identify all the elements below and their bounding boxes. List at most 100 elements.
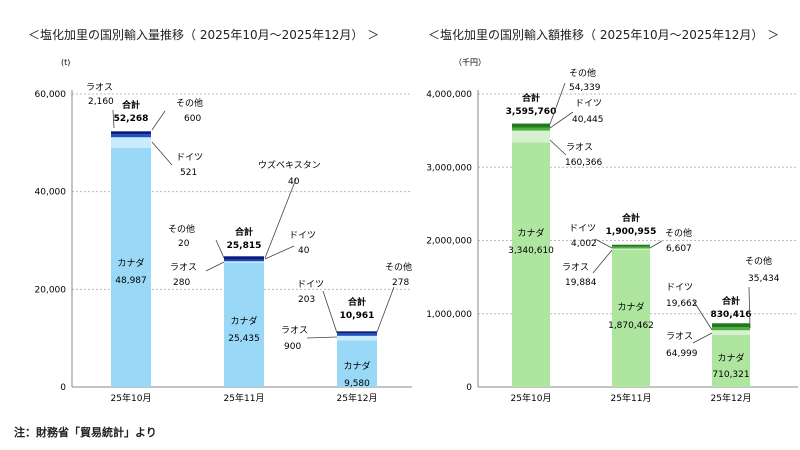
left-canada-name-label: カナダ xyxy=(117,257,144,269)
left-canada-value-label: 25,435 xyxy=(228,334,260,344)
left-series-value-label: 2,160 xyxy=(88,97,114,107)
left-series-value-label: 40 xyxy=(298,246,310,256)
left-bar-germany-1 xyxy=(224,259,264,262)
left-total-value-label: 10,961 xyxy=(340,311,375,321)
right-series-name-label: ラオス xyxy=(562,262,589,273)
left-leader-line xyxy=(264,178,297,259)
right-total-name-label: 合計 xyxy=(722,295,740,307)
right-series-name-label: その他 xyxy=(665,227,692,239)
source-note: 注：財務省「貿易統計」より xyxy=(14,426,157,439)
right-series-value-label: 54,339 xyxy=(569,83,601,93)
left-series-name-label: ラオス xyxy=(170,262,197,273)
right-bar-germany-1 xyxy=(612,246,650,249)
right-total-value-label: 830,416 xyxy=(711,310,752,320)
left-canada-value-label: 48,987 xyxy=(115,276,147,286)
left-total-name-label: 合計 xyxy=(348,296,366,308)
right-bar-germany-2 xyxy=(712,327,750,331)
right-leader-line xyxy=(549,139,567,156)
left-xtick-label: 25年12月 xyxy=(337,392,378,404)
left-leader-line xyxy=(151,110,166,131)
right-leader-line xyxy=(549,111,574,129)
left-leader-line xyxy=(376,286,395,333)
right-series-value-label: 19,662 xyxy=(666,299,698,309)
right-total-name-label: 合計 xyxy=(622,212,640,224)
left-canada-value-label: 9,580 xyxy=(344,379,370,389)
left-ytick-label: 40,000 xyxy=(35,188,67,198)
left-series-value-label: 600 xyxy=(184,114,201,124)
left-ytick-label: 0 xyxy=(60,383,66,393)
left-series-name-label: ラオス xyxy=(281,325,308,336)
left-series-name-label: その他 xyxy=(168,223,195,235)
left-chart-title: ＜塩化加里の国別輸入量推移（ 2025年10月～2025年12月） ＞ xyxy=(28,28,380,42)
left-series-value-label: 203 xyxy=(298,295,315,305)
right-bar-other-1 xyxy=(612,244,650,247)
left-canada-name-label: カナダ xyxy=(230,315,257,327)
right-bar-other-0 xyxy=(512,123,550,128)
right-leader-line xyxy=(549,82,566,125)
left-total-name-label: 合計 xyxy=(122,99,140,111)
right-bar-canada-1 xyxy=(612,249,650,387)
left-series-name-label: ドイツ xyxy=(176,153,203,163)
right-ytick-label: 1,000,000 xyxy=(426,310,472,320)
left-bar-germany-0 xyxy=(111,134,151,138)
right-bar-canada-0 xyxy=(512,142,550,387)
left-bar-uzbekistan-1 xyxy=(224,256,264,258)
right-xtick-label: 25年10月 xyxy=(511,392,552,404)
left-series-value-label: 521 xyxy=(180,168,197,178)
right-xtick-label: 25年12月 xyxy=(711,392,752,404)
right-canada-value-label: 1,870,462 xyxy=(608,321,654,331)
right-ytick-label: 3,000,000 xyxy=(426,163,472,173)
right-leader-line xyxy=(592,249,613,274)
left-bar-laos-1 xyxy=(224,261,264,263)
left-bar-canada-1 xyxy=(224,262,264,387)
right-series-name-label: ラオス xyxy=(566,142,593,153)
right-xtick-label: 25年11月 xyxy=(611,392,652,404)
left-series-value-label: 40 xyxy=(288,177,300,187)
right-series-name-label: ドイツ xyxy=(569,224,596,234)
right-leader-line xyxy=(649,240,663,249)
right-series-name-label: その他 xyxy=(569,67,596,79)
left-series-name-label: その他 xyxy=(176,97,203,109)
left-series-name-label: ドイツ xyxy=(289,231,316,241)
right-canada-name-label: カナダ xyxy=(617,301,644,313)
left-leader-line xyxy=(322,290,338,334)
left-bar-canada-0 xyxy=(111,147,151,387)
left-ytick-label: 60,000 xyxy=(35,90,67,100)
right-series-value-label: 160,366 xyxy=(565,158,602,168)
right-canada-value-label: 710,321 xyxy=(712,370,749,380)
left-series-name-label: その他 xyxy=(385,261,412,273)
left-series-name-label: ウズベキスタン xyxy=(258,159,321,171)
left-total-value-label: 25,815 xyxy=(227,241,262,251)
left-leader-line xyxy=(112,109,115,129)
right-leader-line xyxy=(692,299,713,331)
left-series-name-label: ラオス xyxy=(86,82,113,93)
left-xtick-label: 25年10月 xyxy=(111,392,152,404)
left-bar-laos-2 xyxy=(337,335,377,341)
left-bar-germany-2 xyxy=(337,333,377,336)
right-bar-laos-2 xyxy=(712,330,750,335)
right-ytick-label: 4,000,000 xyxy=(426,90,472,100)
left-ytick-label: 20,000 xyxy=(35,285,67,295)
right-total-value-label: 1,900,955 xyxy=(606,227,657,237)
left-total-name-label: 合計 xyxy=(235,226,253,238)
left-series-value-label: 20 xyxy=(178,239,190,249)
left-bar-laos-0 xyxy=(111,137,151,148)
left-leader-line xyxy=(215,239,225,259)
right-unit-label: （千円） xyxy=(454,57,486,67)
right-series-value-label: 6,607 xyxy=(666,244,692,254)
right-series-value-label: 40,445 xyxy=(572,115,604,125)
right-series-name-label: ドイツ xyxy=(666,283,693,293)
left-bar-other-0 xyxy=(111,131,151,135)
left-canada-name-label: カナダ xyxy=(343,360,370,372)
left-leader-line xyxy=(205,261,225,272)
left-total-value-label: 52,268 xyxy=(114,114,149,124)
right-ytick-label: 0 xyxy=(466,383,472,393)
right-total-value-label: 3,595,760 xyxy=(506,107,557,117)
right-bar-other-2 xyxy=(712,323,750,328)
right-leader-line xyxy=(692,332,713,344)
left-series-name-label: ドイツ xyxy=(297,280,324,290)
left-bar-other-2 xyxy=(337,331,377,334)
left-leader-line xyxy=(306,336,338,339)
